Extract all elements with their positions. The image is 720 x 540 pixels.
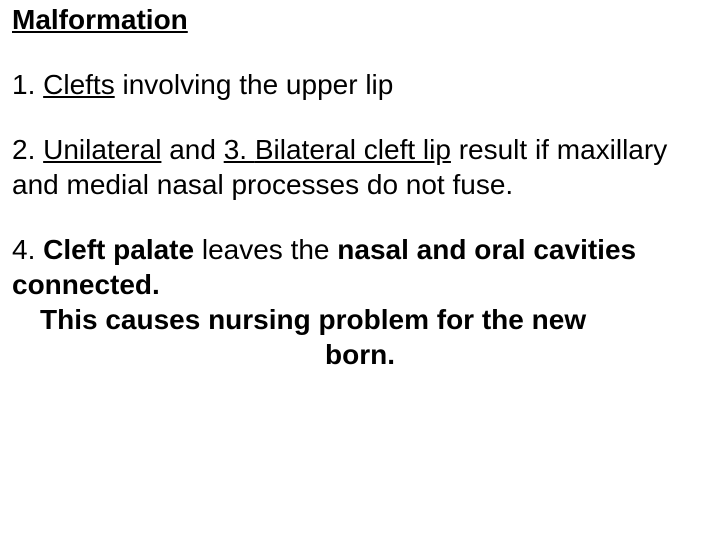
point-4-term: Cleft palate [43, 234, 194, 265]
point-4: 4. Cleft palate leaves the nasal and ora… [12, 232, 708, 372]
slide-body: Malformation 1. Clefts involving the upp… [0, 0, 720, 372]
point-1-rest: involving the upper lip [115, 69, 394, 100]
slide-title: Malformation [12, 2, 708, 37]
point-3-number: 3. [224, 134, 255, 165]
point-1-prefix: 1. [12, 69, 43, 100]
point-4-line3: born. [12, 337, 708, 372]
point-2-term-unilateral: Unilateral [43, 134, 161, 165]
point-2-prefix: 2. [12, 134, 43, 165]
point-4-line1: 4. Cleft palate leaves the nasal and ora… [12, 232, 708, 302]
point-1-term: Clefts [43, 69, 115, 100]
point-2-mid: and [161, 134, 223, 165]
point-4-line2: This causes nursing problem for the new [12, 302, 708, 337]
point-1: 1. Clefts involving the upper lip [12, 67, 708, 102]
point-4-prefix: 4. [12, 234, 43, 265]
point-2-3: 2. Unilateral and 3. Bilateral cleft lip… [12, 132, 708, 202]
point-3-term-bilateral: Bilateral cleft lip [255, 134, 451, 165]
point-4-mid: leaves the [194, 234, 337, 265]
